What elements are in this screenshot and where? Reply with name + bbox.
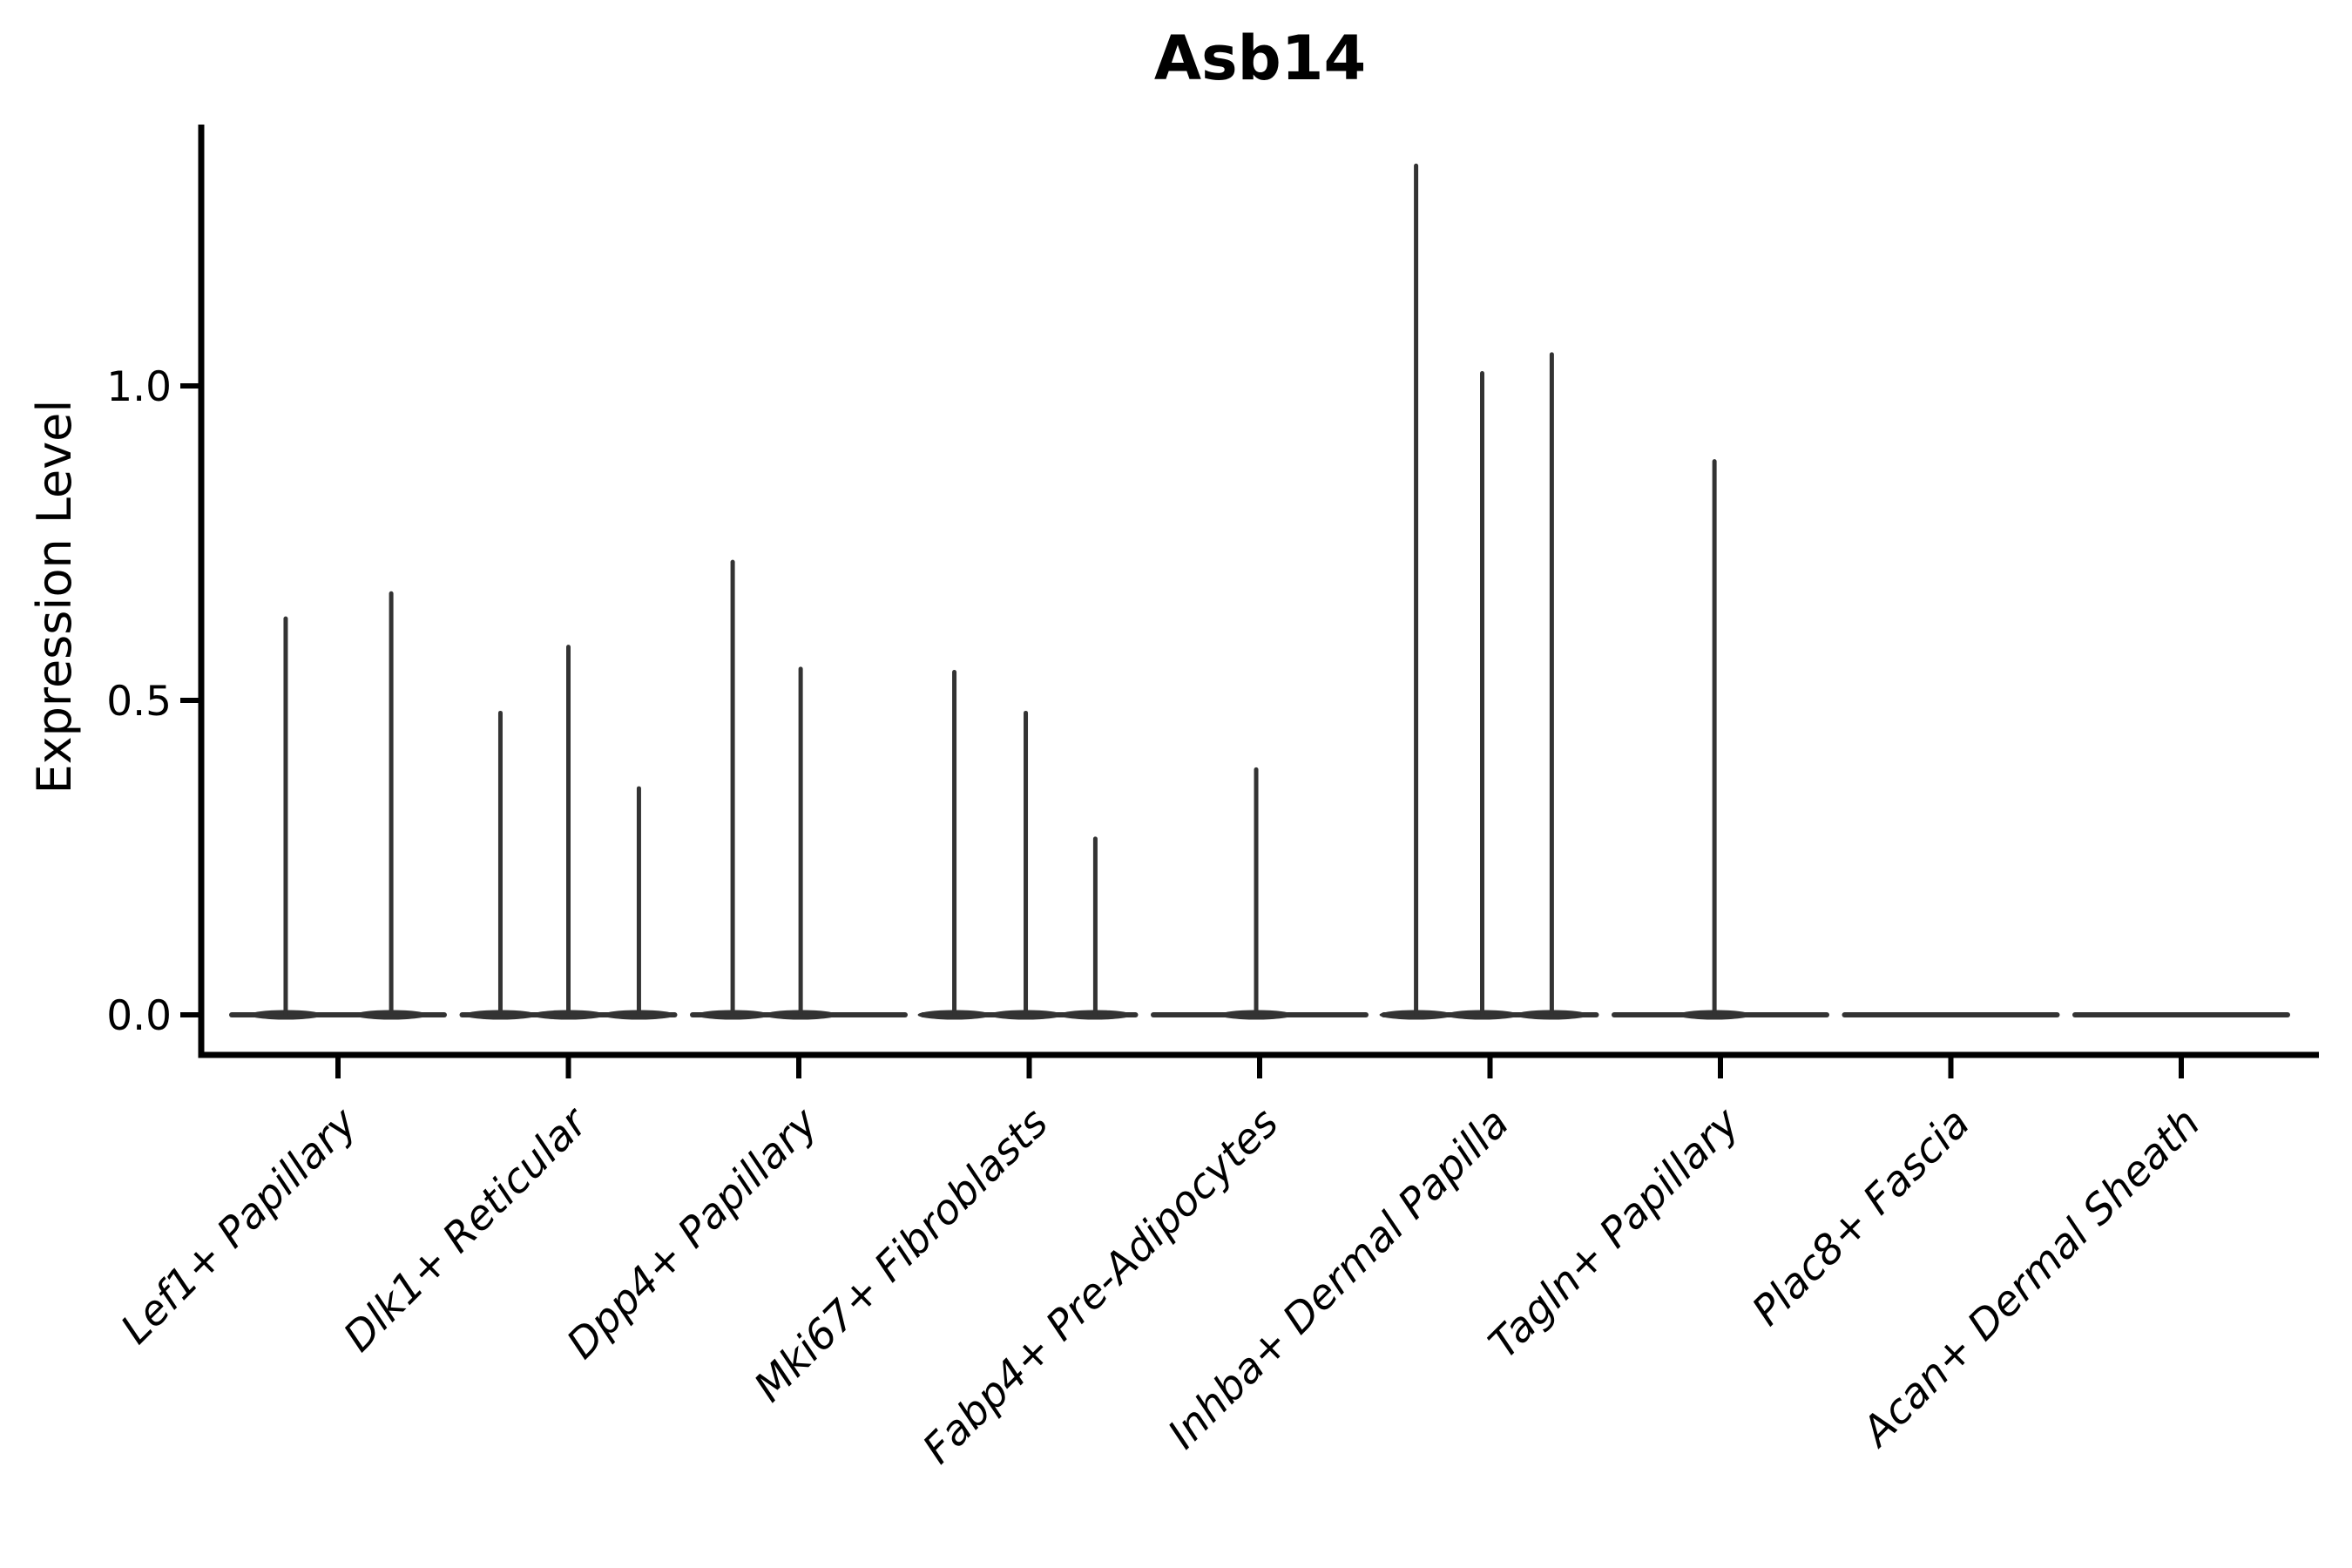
x-tick-label: Dpp4+ Papillary: [558, 1098, 828, 1369]
violin-group: [1151, 767, 1369, 1020]
x-tick-label: Dlk1+ Reticular: [335, 1098, 598, 1362]
y-tick-label: 0.0: [106, 992, 172, 1040]
y-tick-label: 1.0: [106, 363, 172, 411]
violin-group: [917, 670, 1139, 1020]
violin-group: [459, 645, 678, 1020]
y-tick-label: 0.5: [106, 678, 172, 726]
violin-group: [690, 559, 908, 1020]
violin-group: [1379, 163, 1599, 1020]
violin-group: [229, 591, 447, 1020]
y-axis-label: Expression Level: [27, 399, 82, 794]
violin-group: [1612, 459, 1829, 1020]
plot-title: Asb14: [1153, 23, 1367, 94]
x-tick-label: Tagln+ Papillary: [1480, 1098, 1750, 1369]
x-tick-label: Lef1+ Papillary: [112, 1098, 367, 1354]
x-tick-label: Plac8+ Fascia: [1743, 1099, 1979, 1335]
